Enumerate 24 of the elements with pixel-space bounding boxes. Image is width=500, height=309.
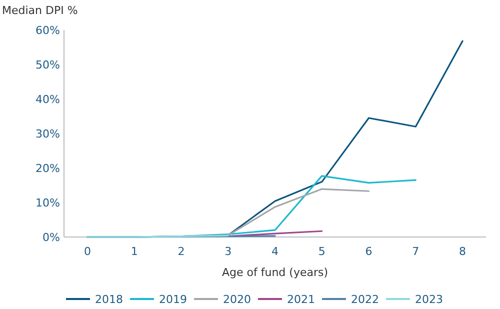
y-tick-label: 20%	[36, 162, 60, 175]
y-tick-label: 10%	[36, 196, 60, 210]
y-tick-label: 60%	[36, 24, 60, 37]
y-axis-title: Median DPI %	[2, 4, 78, 17]
legend-label: 2023	[415, 292, 443, 306]
legend-label: 2021	[287, 292, 315, 306]
y-tick-label: 50%	[36, 58, 60, 72]
y-tick-label: 0%	[42, 230, 60, 244]
x-tick-label: 0	[84, 245, 91, 258]
x-tick-label: 6	[365, 245, 372, 258]
x-tick-label: 4	[272, 245, 278, 258]
y-tick-label: 30%	[36, 127, 60, 140]
y-tick-label: 40%	[36, 92, 60, 106]
legend-label: 2020	[223, 292, 251, 306]
legend-label: 2019	[159, 292, 187, 306]
legend-label: 2022	[351, 292, 379, 306]
x-tick-label: 2	[178, 245, 185, 258]
x-tick-label: 5	[318, 245, 326, 258]
x-axis-title: Age of fund (years)	[222, 266, 328, 279]
legend-label: 2018	[95, 292, 123, 306]
x-tick-label: 1	[130, 245, 138, 258]
x-tick-label: 8	[459, 245, 466, 258]
x-tick-label: 7	[412, 245, 420, 258]
x-tick-label: 3	[224, 245, 232, 258]
